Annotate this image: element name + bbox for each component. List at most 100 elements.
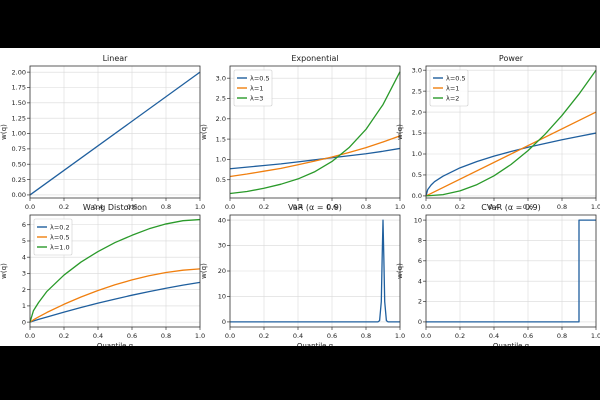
y-tick-label: 1	[22, 302, 26, 310]
y-tick-label: 0	[222, 318, 226, 326]
series-line-2	[425, 69, 597, 197]
y-tick-label: 1.0	[216, 156, 226, 164]
x-tick-label: 0.4	[93, 203, 103, 211]
chart-panel-2: 0.0 0.2 0.4 0.6 0.8 1.0 0.0 0.5 1.0 1.5 2.0 2.5 3.0 P…	[396, 54, 600, 211]
legend-label-0: λ=0.5	[446, 74, 466, 82]
legend-box	[33, 218, 73, 256]
x-tick-label: 0.2	[259, 203, 269, 211]
figure-svg: 0.0 0.2 0.4 0.6 0.8 1.00.000.250.500.751.001.…	[0, 54, 600, 350]
x-tick-label: 0.8	[557, 332, 567, 340]
x-tick-label: 0.4	[93, 332, 103, 340]
x-tick-label: 1.0	[195, 203, 205, 211]
x-tick-label: 0.0	[25, 203, 35, 211]
y-tick-label: 10	[414, 216, 422, 224]
chart-panel-0: 0.0 0.2 0.4 0.6 0.8 1.0 0.00 0.25 0.50 0.75 1.00 1.…	[0, 54, 205, 211]
y-tick-label: 1.00	[12, 130, 26, 138]
x-tick-label: 0.2	[259, 332, 269, 340]
axes-frame	[229, 65, 401, 199]
x-axis-label: Quantile q	[97, 342, 133, 346]
y-tick-label: 5	[22, 237, 26, 245]
series-line-2	[229, 71, 401, 195]
y-tick-label: 2.5	[412, 87, 422, 95]
x-tick-label: 0.2	[59, 332, 69, 340]
axes-frame	[425, 65, 597, 199]
y-tick-label: 2.00	[12, 68, 26, 76]
y-tick-label: 6	[22, 221, 26, 229]
x-tick-label: 0.4	[489, 332, 499, 340]
x-tick-label: 1.0	[395, 332, 405, 340]
series-line-0	[230, 219, 400, 323]
y-axis-label: w(q)	[0, 124, 8, 140]
series-line-1	[229, 135, 401, 178]
legend-label-1: λ=1	[250, 84, 263, 92]
y-tick-label: 4	[418, 277, 422, 285]
y-tick-label: 2.0	[412, 108, 422, 116]
series-line-0	[229, 147, 401, 170]
series-line-2	[29, 218, 201, 323]
y-tick-label: 1.5	[216, 135, 226, 143]
y-tick-label: 0.0	[412, 192, 422, 200]
series-line-0	[426, 219, 596, 323]
x-tick-label: 1.0	[591, 332, 600, 340]
y-tick-label: 10	[218, 293, 226, 301]
legend-label-2: λ=1.0	[50, 243, 70, 251]
legend-label-2: λ=3	[250, 94, 263, 102]
y-axis-label: w(q)	[200, 124, 208, 140]
x-tick-label: 0.4	[293, 203, 303, 211]
x-tick-label: 0.8	[161, 203, 171, 211]
y-tick-label: 0	[418, 318, 422, 326]
legend-label-1: λ=1	[446, 84, 459, 92]
y-tick-label: 3.0	[412, 66, 422, 74]
x-tick-label: 0.6	[327, 332, 337, 340]
y-tick-label: 2	[418, 298, 422, 306]
y-tick-label: 2.0	[216, 115, 226, 123]
plot-area	[30, 66, 200, 198]
x-tick-label: 0.6	[327, 203, 337, 211]
y-tick-label: 8	[418, 237, 422, 245]
figure: 0.0 0.2 0.4 0.6 0.8 1.0 0.00 0.25 0.50 0.75 1.00 1.…	[0, 48, 600, 350]
x-tick-label: 0.8	[361, 332, 371, 340]
x-tick-label: 1.0	[591, 203, 600, 211]
series-line-0	[425, 132, 597, 197]
chart-title: Exponential	[291, 54, 338, 63]
y-tick-label: 0	[22, 318, 26, 326]
chart-panel-1: 0.0 0.2 0.4 0.6 0.8 1.0 0.5 1.0 1.5 2.0 2.5 3.0 Expo…	[200, 54, 405, 211]
y-tick-label: 2.5	[216, 95, 226, 103]
y-tick-label: 0.00	[12, 191, 26, 199]
y-tick-label: 2	[22, 286, 26, 294]
x-tick-label: 0.0	[421, 203, 431, 211]
x-tick-label: 0.8	[557, 203, 567, 211]
y-tick-label: 1.25	[12, 114, 26, 122]
series-line-0	[29, 71, 201, 196]
axes-frame	[29, 65, 201, 199]
x-axis-label: Quantile q	[493, 342, 529, 346]
x-tick-label: 0.6	[127, 203, 137, 211]
x-tick-label: 0.0	[225, 203, 235, 211]
series-line-1	[425, 111, 597, 197]
y-axis-label: w(q)	[396, 124, 404, 140]
legend-label-0: λ=0.5	[250, 74, 270, 82]
chart-title: VaR (α = 0.9)	[288, 203, 342, 212]
y-tick-label: 30	[218, 242, 226, 250]
axes-frame	[425, 214, 597, 328]
x-tick-label: 0.4	[489, 203, 499, 211]
y-tick-label: 3	[22, 270, 26, 278]
y-tick-label: 0.25	[12, 176, 26, 184]
chart-title: CVaR (α = 0.9)	[481, 203, 540, 212]
legend-box	[429, 69, 469, 107]
x-tick-label: 0.0	[421, 332, 431, 340]
legend-label-2: λ=2	[446, 94, 459, 102]
y-tick-label: 0.5	[412, 171, 422, 179]
y-tick-label: 40	[218, 216, 226, 224]
series-line-0	[29, 281, 201, 323]
legend-label-0: λ=0.2	[50, 223, 70, 231]
y-tick-label: 1.50	[12, 99, 26, 107]
y-tick-label: 1.0	[412, 150, 422, 158]
y-tick-label: 0.75	[12, 145, 26, 153]
y-tick-label: 0.5	[216, 176, 226, 184]
axes-frame	[29, 214, 201, 328]
x-tick-label: 1.0	[195, 332, 205, 340]
y-axis-label: w(q)	[396, 263, 404, 279]
y-tick-label: 1.5	[412, 129, 422, 137]
x-tick-label: 0.6	[523, 332, 533, 340]
